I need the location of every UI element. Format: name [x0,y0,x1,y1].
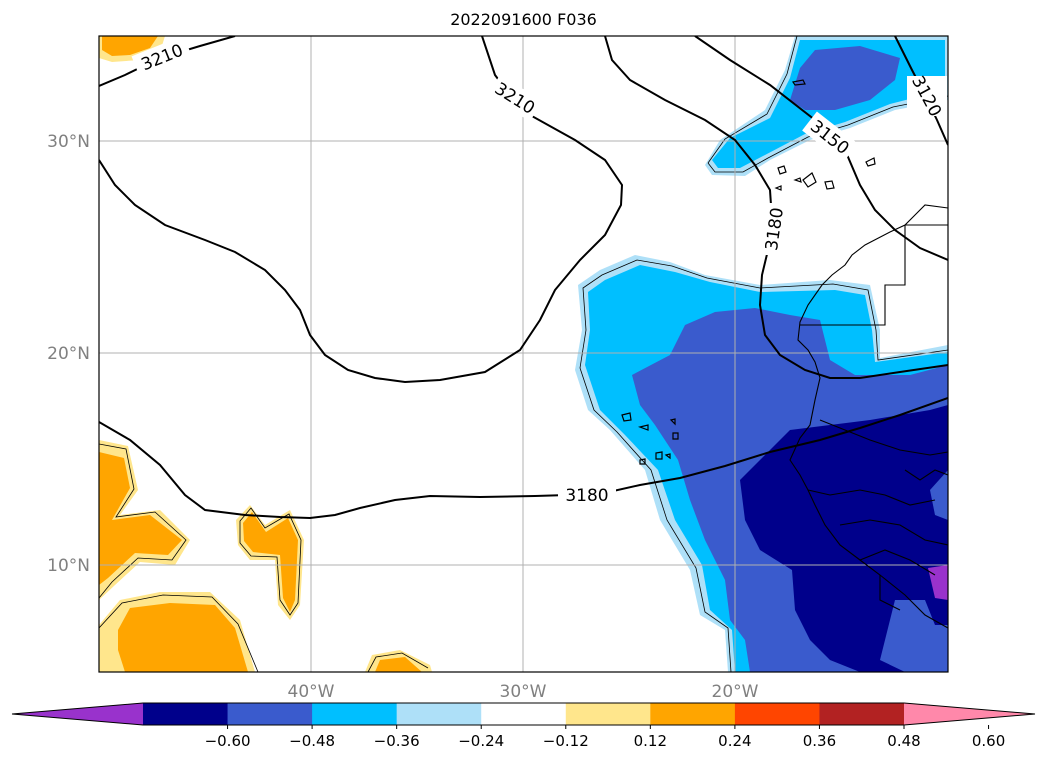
colorbar-box [481,703,567,725]
lon-label-40w: 40°W [288,682,335,702]
lat-labels: 30°N 20°N 10°N [47,132,90,576]
map-title: 2022091600 F036 [450,10,597,29]
colorbar: −0.60 −0.48 −0.36 −0.24 −0.12 0.12 0.24 0.36 0.4… [11,702,1036,750]
colorbar-box [565,703,651,725]
orange-fill-island [243,512,298,612]
colorbar-box [143,703,229,725]
colorbar-tick-label: −0.12 [543,732,589,750]
positive-anomaly-fills [99,36,432,672]
orange-fill-nw [102,36,158,56]
colorbar-extend-high [904,703,1035,725]
lat-label-10n: 10°N [47,556,90,576]
colorbar-tick-label: 0.12 [634,732,667,750]
contour-3150 [694,36,948,261]
orange-fill-s [375,657,422,672]
contour-labels: 3210 3210 3120 3150 3180 3180 [131,36,947,506]
contour-3210-main [99,36,624,384]
lon-label-30w: 30°W [500,682,547,702]
zero-outline [99,36,948,672]
colorbar-box [396,703,482,725]
colorbar-outline [11,702,1036,726]
colorbar-tick-label: −0.60 [205,732,251,750]
colorbar-tick-label: 0.24 [718,732,751,750]
midblue-fill-north [790,46,900,110]
colorbar-box [819,703,905,725]
colorbar-tick-label: 0.48 [887,732,920,750]
graticule [99,36,948,672]
midblue-fill-inner [930,470,948,520]
colorbar-extend-low [12,703,143,725]
orange-fill-west [99,452,182,585]
negative-anomaly-fills [575,36,948,672]
contour-label-3180-main: 3180 [565,486,608,506]
islands [621,79,876,465]
lat-label-30n: 30°N [47,132,90,152]
colorbar-box [227,703,313,725]
lat-label-20n: 20°N [47,344,90,364]
map-frame [98,35,949,673]
contour-3180-main [99,397,948,520]
colorbar-box [734,703,820,725]
colorbar-tick-label: 0.60 [972,732,1005,750]
colorbar-tick-label: 0.36 [803,732,836,750]
lon-label-20w: 20°W [712,682,759,702]
lon-labels: 40°W 30°W 20°W [288,682,759,702]
colorbar-box [312,703,398,725]
coastlines [789,204,948,629]
orange-fill-sw [118,603,248,672]
colorbar-tick-label: −0.24 [458,732,504,750]
colorbar-tick-label: −0.48 [289,732,335,750]
colorbar-box [650,703,736,725]
colorbar-tick-label: −0.36 [374,732,420,750]
